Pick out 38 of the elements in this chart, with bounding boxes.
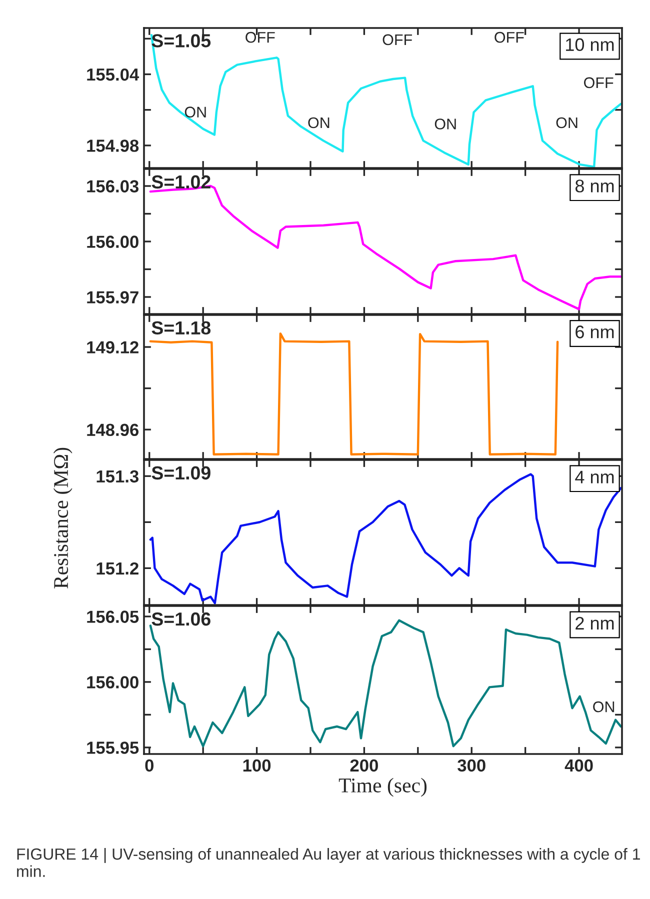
- x-tick-label: 200: [350, 759, 378, 772]
- annotation: 8 nm: [575, 180, 614, 192]
- y-tick-label: 156.05: [87, 610, 139, 623]
- annotation: S=1.18: [152, 321, 211, 335]
- y-tick-label: 155.04: [87, 68, 140, 81]
- y-tick-label: 155.95: [87, 742, 139, 754]
- x-tick-label: 300: [458, 759, 486, 772]
- annotation: OFF: [494, 32, 524, 43]
- y-tick-label: 155.97: [87, 291, 138, 304]
- y-tick-label: 151.3: [96, 470, 139, 483]
- x-tick-label: 100: [243, 759, 271, 772]
- y-axis-title: Resistance (MΩ): [53, 448, 72, 588]
- annotation: ON: [434, 118, 456, 130]
- annotation: ON: [184, 106, 206, 118]
- y-tick-label: 148.96: [87, 424, 139, 436]
- caption: FIGURE 14 | UV-sensing of unannealed Au layer at various thicknesses with a cycle of 1 min.: [17, 848, 640, 877]
- y-tick-label: 156.00: [87, 676, 138, 688]
- x-axis-title: Time (sec): [338, 778, 427, 797]
- annotation: S=1.02: [152, 175, 210, 189]
- annotation: 2 nm: [576, 616, 614, 630]
- annotation: ON: [593, 701, 614, 712]
- annotation: S=1.09: [152, 466, 210, 480]
- y-tick-label: 156.03: [87, 180, 139, 192]
- annotation: 4 nm: [575, 470, 614, 484]
- y-tick-label: 151.2: [96, 562, 138, 575]
- annotation: S=1.06: [152, 612, 210, 626]
- annotation: 10 nm: [566, 38, 614, 52]
- y-tick-label: 149.12: [87, 341, 138, 354]
- annotation: ON: [556, 117, 578, 128]
- annotation: OFF: [584, 77, 614, 88]
- x-tick-label: 0: [145, 759, 154, 772]
- y-tick-label: 154.98: [87, 140, 139, 152]
- annotation: 6 nm: [576, 326, 614, 338]
- annotation: OFF: [246, 32, 275, 43]
- x-tick-label: 400: [564, 759, 593, 772]
- annotation: ON: [308, 117, 330, 128]
- annotation: OFF: [382, 34, 412, 46]
- y-tick-label: 156.00: [87, 236, 138, 248]
